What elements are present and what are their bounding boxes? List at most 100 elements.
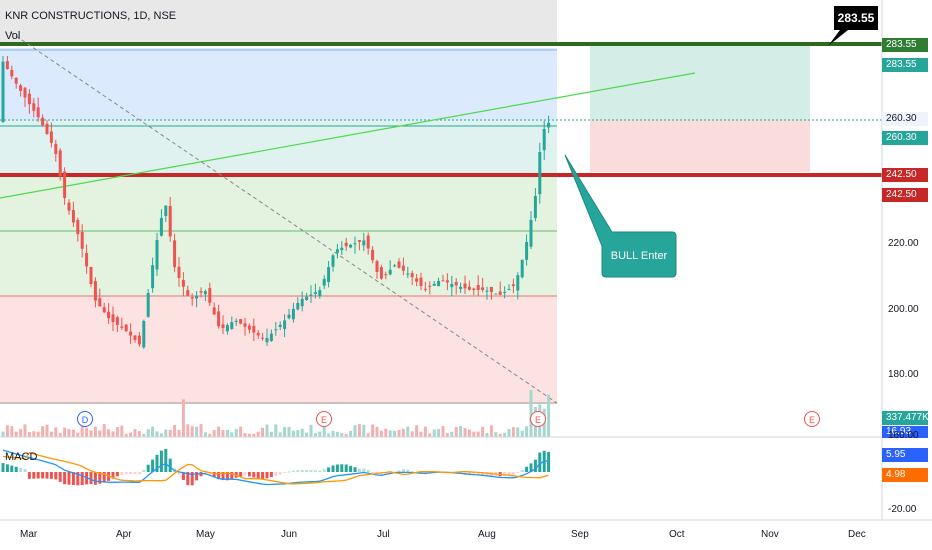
target-callout-text: 283.55	[838, 11, 875, 25]
volume-bar	[129, 432, 133, 437]
candle-body	[313, 292, 317, 294]
volume-bar	[199, 424, 203, 437]
candle-body	[467, 286, 471, 290]
macd-bar	[401, 469, 405, 472]
macd-bar	[278, 472, 282, 475]
macd-bar	[507, 472, 511, 476]
macd-bar	[27, 472, 31, 479]
candle-body	[375, 261, 379, 272]
candle-body	[309, 294, 313, 296]
macd-bar	[511, 472, 515, 475]
price-tick: 220.00	[888, 238, 919, 249]
volume-bar	[225, 429, 229, 437]
price-tag-target: 283.55	[882, 58, 928, 72]
candle-body	[234, 320, 238, 322]
earnings-event-icon[interactable]: E	[530, 411, 546, 427]
candle-body	[283, 320, 287, 330]
candle-body	[41, 117, 45, 126]
volume-bar	[137, 431, 141, 437]
volume-bar	[234, 428, 238, 437]
volume-bar	[547, 394, 551, 437]
candle-body	[137, 335, 141, 345]
macd-bar	[23, 468, 27, 472]
macd-bar	[230, 472, 234, 480]
macd-bar	[45, 472, 49, 479]
volume-bar	[115, 427, 119, 437]
price-tick: 180.00	[888, 369, 919, 380]
earnings-event-icon[interactable]: E	[316, 411, 332, 427]
volume-bar	[467, 429, 471, 437]
candle-body	[146, 293, 150, 317]
macd-line	[2, 449, 549, 486]
candle-body	[274, 329, 278, 331]
candle-body	[322, 278, 326, 286]
volume-bar	[520, 430, 524, 437]
volume-bar	[423, 426, 427, 437]
candle-body	[1, 61, 5, 122]
volume-bar	[366, 433, 370, 437]
candle-body	[177, 266, 181, 278]
red-zone	[0, 296, 557, 404]
volume-bar	[344, 433, 348, 437]
signal-value-tag: 4.98	[882, 468, 928, 482]
macd-bar	[221, 472, 225, 481]
candle-body	[195, 295, 199, 299]
volume-label: Vol	[5, 30, 21, 42]
candle-body	[353, 243, 357, 245]
volume-bar	[14, 431, 18, 437]
macd-bar	[357, 468, 361, 472]
volume-bar	[393, 430, 397, 437]
candle-body	[498, 291, 502, 295]
candle-body	[85, 253, 89, 267]
volume-bar	[463, 428, 467, 437]
candle-body	[379, 267, 383, 279]
macd-bar	[124, 472, 128, 475]
volume-bar	[23, 424, 27, 437]
macd-bar	[340, 464, 344, 472]
candle-body	[340, 247, 344, 251]
candle-body	[472, 288, 476, 290]
month-label: Sep	[571, 529, 589, 540]
candle-body	[366, 235, 370, 249]
macd-bar	[327, 467, 331, 472]
volume-bar	[212, 430, 216, 437]
volume-bar	[322, 424, 326, 437]
candle-body	[428, 285, 432, 287]
candle-body	[58, 150, 62, 176]
volume-bar	[142, 433, 146, 437]
macd-bar	[36, 472, 40, 479]
macd-bar	[349, 465, 353, 472]
earnings-event-icon[interactable]: E	[804, 411, 820, 427]
candle-body	[76, 220, 80, 235]
candle-body	[335, 249, 339, 253]
candle-body	[529, 220, 533, 247]
volume-bar	[327, 433, 331, 437]
volume-bar	[217, 426, 221, 437]
volume-bar	[19, 429, 23, 437]
candle-body	[54, 143, 58, 154]
volume-bar	[98, 430, 102, 437]
macd-bar	[243, 472, 247, 476]
volume-bar	[357, 424, 361, 437]
candle-body	[463, 283, 467, 289]
price-tag-entry: 260.30	[882, 131, 928, 145]
macd-tick-160: 160.00	[888, 430, 919, 441]
candle-body	[401, 265, 405, 271]
macd-bar	[49, 472, 53, 479]
volume-tag: 337.477K	[882, 411, 929, 425]
candle-body	[120, 326, 124, 328]
bull-enter-callout[interactable]	[564, 154, 677, 278]
dividend-event-icon[interactable]: D	[77, 411, 93, 427]
macd-bar	[32, 472, 36, 479]
candle-body	[155, 240, 159, 270]
volume-bar	[287, 426, 291, 437]
volume-bar	[441, 426, 445, 437]
candle-body	[485, 290, 489, 292]
candle-body	[80, 231, 84, 249]
volume-bar	[186, 424, 190, 437]
macd-bar	[120, 472, 124, 475]
macd-bar	[291, 470, 295, 472]
price-tag-resistance: 283.55	[882, 38, 928, 52]
green-zone	[0, 176, 557, 296]
